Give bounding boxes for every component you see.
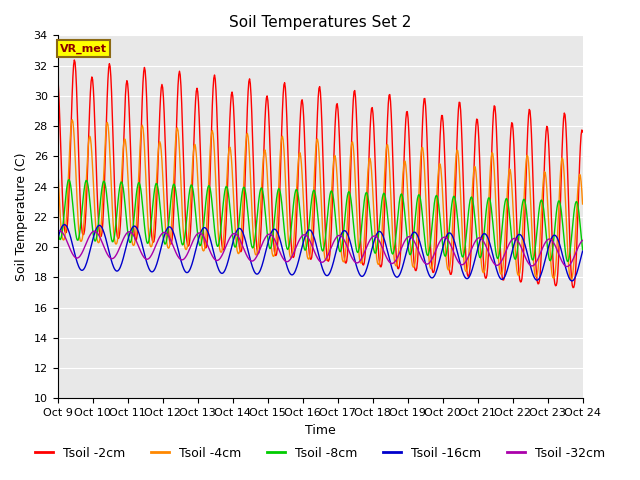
Tsoil -16cm: [199, 226, 207, 231]
Tsoil -8cm: [54, 224, 61, 230]
Tsoil -8cm: [172, 184, 179, 190]
Tsoil -16cm: [60, 222, 68, 228]
Tsoil -32cm: [64, 240, 72, 246]
Tsoil -2cm: [579, 129, 586, 135]
Line: Tsoil -32cm: Tsoil -32cm: [58, 230, 582, 266]
Tsoil -2cm: [569, 285, 577, 290]
Line: Tsoil -16cm: Tsoil -16cm: [58, 225, 582, 281]
Line: Tsoil -2cm: Tsoil -2cm: [58, 60, 582, 288]
Tsoil -16cm: [64, 226, 72, 231]
Tsoil -4cm: [579, 201, 586, 207]
Tsoil -4cm: [172, 146, 179, 152]
Text: VR_met: VR_met: [60, 44, 107, 54]
Tsoil -8cm: [400, 200, 408, 206]
Tsoil -16cm: [172, 235, 179, 240]
Tsoil -2cm: [400, 168, 408, 174]
Tsoil -16cm: [400, 260, 408, 266]
Tsoil -4cm: [199, 248, 207, 253]
Line: Tsoil -4cm: Tsoil -4cm: [58, 120, 582, 279]
Tsoil -32cm: [579, 238, 586, 243]
Tsoil -16cm: [385, 252, 392, 258]
Tsoil -32cm: [385, 258, 392, 264]
Tsoil -4cm: [54, 160, 61, 166]
Tsoil -4cm: [567, 276, 575, 282]
Line: Tsoil -8cm: Tsoil -8cm: [58, 180, 582, 262]
Tsoil -32cm: [172, 248, 179, 253]
Tsoil -4cm: [400, 163, 408, 168]
Tsoil -2cm: [118, 192, 125, 198]
Tsoil -16cm: [118, 260, 125, 266]
Tsoil -2cm: [54, 72, 61, 78]
Tsoil -4cm: [118, 168, 125, 174]
Tsoil -32cm: [400, 240, 408, 246]
Title: Soil Temperatures Set 2: Soil Temperatures Set 2: [229, 15, 412, 30]
Tsoil -4cm: [385, 147, 392, 153]
Tsoil -32cm: [118, 240, 125, 245]
Tsoil -16cm: [568, 278, 576, 284]
Tsoil -16cm: [54, 237, 61, 243]
Legend: Tsoil -2cm, Tsoil -4cm, Tsoil -8cm, Tsoil -16cm, Tsoil -32cm: Tsoil -2cm, Tsoil -4cm, Tsoil -8cm, Tsoi…: [29, 442, 611, 465]
Tsoil -2cm: [63, 226, 71, 231]
Tsoil -2cm: [70, 57, 78, 63]
Y-axis label: Soil Temperature (C): Soil Temperature (C): [15, 153, 28, 281]
Tsoil -2cm: [385, 100, 392, 106]
Tsoil -8cm: [579, 247, 586, 252]
Tsoil -8cm: [63, 183, 71, 189]
Tsoil -8cm: [118, 179, 125, 185]
Tsoil -2cm: [172, 169, 179, 175]
Tsoil -4cm: [68, 117, 76, 122]
X-axis label: Time: Time: [305, 424, 335, 437]
Tsoil -32cm: [56, 228, 63, 233]
Tsoil -8cm: [385, 221, 392, 227]
Tsoil -16cm: [579, 248, 586, 254]
Tsoil -2cm: [199, 217, 207, 223]
Tsoil -8cm: [564, 259, 572, 264]
Tsoil -32cm: [199, 233, 207, 239]
Tsoil -8cm: [199, 230, 207, 236]
Tsoil -8cm: [65, 177, 73, 182]
Tsoil -32cm: [563, 264, 571, 269]
Tsoil -4cm: [63, 205, 71, 211]
Tsoil -32cm: [54, 228, 61, 234]
